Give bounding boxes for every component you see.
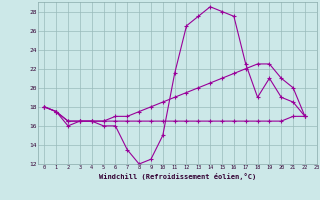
X-axis label: Windchill (Refroidissement éolien,°C): Windchill (Refroidissement éolien,°C)	[99, 173, 256, 180]
